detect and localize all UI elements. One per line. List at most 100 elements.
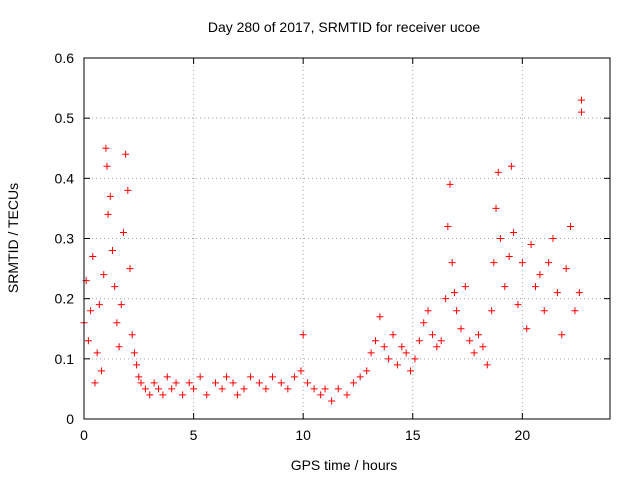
data-point [93,349,101,357]
data-point [350,379,358,387]
data-point [150,379,158,387]
axes: 0 5 10 15 20 0 0.1 0.2 0.3 0.4 0.5 0.6 [55,50,610,443]
data-point [420,319,428,327]
y-tick-label: 0.6 [55,50,75,66]
data-point [128,331,136,339]
data-point [494,168,502,176]
data-point [190,385,198,393]
data-point [119,228,127,236]
data-point [122,150,130,158]
data-point [233,391,241,399]
data-point [104,210,112,218]
data-point [496,235,504,242]
data-point [310,385,318,393]
data-point [466,337,474,345]
data-point [442,295,450,303]
data-point [218,385,226,393]
data-point [437,337,445,345]
data-point [415,337,423,345]
data-point [115,343,123,351]
y-tick-label: 0.4 [55,170,75,186]
data-point [229,379,237,387]
data-point [457,325,465,333]
data-point [446,180,454,188]
data-point [549,235,557,242]
data-point [212,379,219,387]
data-point [398,343,406,351]
data-point [317,391,325,399]
y-tick-label: 0.2 [55,291,75,307]
x-tick-label: 5 [190,427,198,443]
data-point [124,186,132,194]
data-point [475,331,482,339]
data-point [490,259,498,267]
data-point [240,385,248,393]
data-point [172,379,180,387]
data-point [304,379,312,387]
data-point [155,385,163,393]
data-point [527,241,535,249]
data-point [98,367,106,375]
data-point [95,301,103,309]
data-point [321,385,329,393]
data-point [111,283,119,291]
data-point [389,331,397,339]
data-point [393,361,401,369]
data-point [411,355,419,363]
data-point [130,349,138,357]
y-tick-label: 0.5 [55,110,75,126]
data-point [268,373,276,381]
data-point [483,361,491,369]
chart-title: Day 280 of 2017, SRMTID for receiver uco… [208,19,481,35]
data-point [247,373,255,381]
x-tick-label: 15 [405,427,421,443]
data-point [424,307,432,315]
data-point [137,379,145,387]
data-point [185,379,193,387]
data-point [461,283,469,291]
data-point [492,204,500,212]
data-point [444,222,452,230]
data-point [453,307,461,315]
data-point [255,379,263,387]
y-tick-label: 0.1 [55,351,75,367]
data-point [103,162,111,170]
y-axis-label: SRMTID / TECUs [5,183,21,293]
data-point [113,319,121,327]
data-point [179,391,187,399]
data-point [196,373,204,381]
data-point [558,331,566,339]
data-point [343,391,351,399]
data-point [488,307,496,315]
data-point [433,343,441,351]
data-point [102,144,110,152]
data-point [575,289,583,297]
data-point [159,391,167,399]
data-point [356,373,364,381]
data-point [106,192,114,200]
data-point [126,265,134,273]
data-point [523,325,531,333]
data-point [380,343,388,351]
plot-frame [83,57,611,420]
data-point [87,307,95,315]
data-points [80,96,586,405]
data-point [290,373,298,381]
data-point [284,385,292,393]
data-point [168,385,176,393]
x-tick-label: 10 [295,427,311,443]
data-point [328,397,336,405]
data-point [84,337,92,345]
x-axis-label: GPS time / hours [291,457,398,473]
data-point [448,259,456,267]
data-point [203,391,211,399]
data-point [334,385,342,393]
data-point [262,385,270,393]
data-point [163,373,171,381]
data-point [510,228,518,236]
data-point [108,247,116,255]
data-point [385,355,393,363]
data-point [470,349,478,357]
data-point [135,373,143,381]
data-point [299,331,307,339]
